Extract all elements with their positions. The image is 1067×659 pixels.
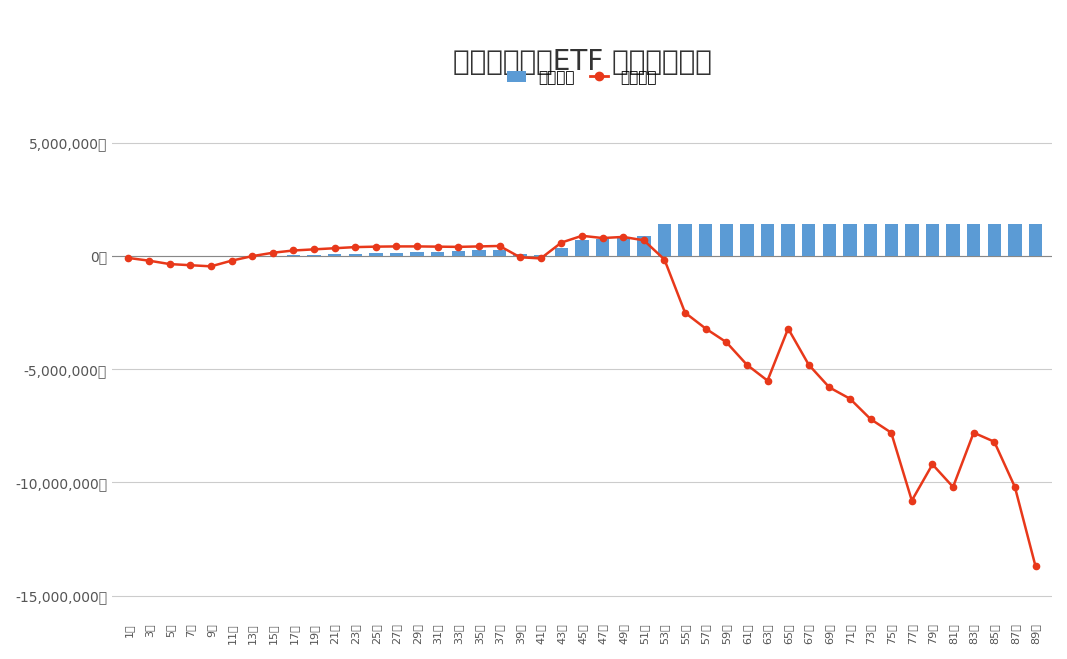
Bar bbox=[307, 255, 321, 256]
Title: トライオートETF 週別運用実績: トライオートETF 週別運用実績 bbox=[452, 48, 712, 76]
Bar bbox=[802, 225, 815, 256]
Legend: 実現損益, 評価損益: 実現損益, 評価損益 bbox=[501, 64, 663, 91]
Bar bbox=[679, 225, 691, 256]
Bar bbox=[864, 225, 877, 256]
Bar bbox=[1008, 225, 1021, 256]
Bar bbox=[595, 239, 609, 256]
Bar bbox=[328, 254, 341, 256]
Bar bbox=[575, 241, 589, 256]
Bar bbox=[905, 225, 919, 256]
Bar bbox=[287, 255, 300, 256]
Bar bbox=[843, 225, 857, 256]
Bar bbox=[389, 252, 403, 256]
Bar bbox=[761, 225, 775, 256]
Bar bbox=[719, 225, 733, 256]
Bar bbox=[617, 237, 630, 256]
Bar bbox=[473, 250, 485, 256]
Bar bbox=[451, 251, 465, 256]
Bar bbox=[493, 250, 506, 256]
Bar bbox=[555, 248, 568, 256]
Bar bbox=[946, 225, 959, 256]
Bar bbox=[637, 236, 651, 256]
Bar bbox=[988, 225, 1001, 256]
Bar bbox=[740, 225, 753, 256]
Bar bbox=[967, 225, 981, 256]
Bar bbox=[823, 225, 837, 256]
Bar bbox=[885, 225, 898, 256]
Bar bbox=[926, 225, 939, 256]
Bar bbox=[1029, 225, 1042, 256]
Bar bbox=[431, 252, 444, 256]
Bar bbox=[657, 225, 671, 256]
Bar bbox=[781, 225, 795, 256]
Bar bbox=[349, 254, 362, 256]
Bar bbox=[699, 225, 713, 256]
Bar bbox=[369, 253, 383, 256]
Bar bbox=[513, 254, 527, 256]
Bar bbox=[411, 252, 424, 256]
